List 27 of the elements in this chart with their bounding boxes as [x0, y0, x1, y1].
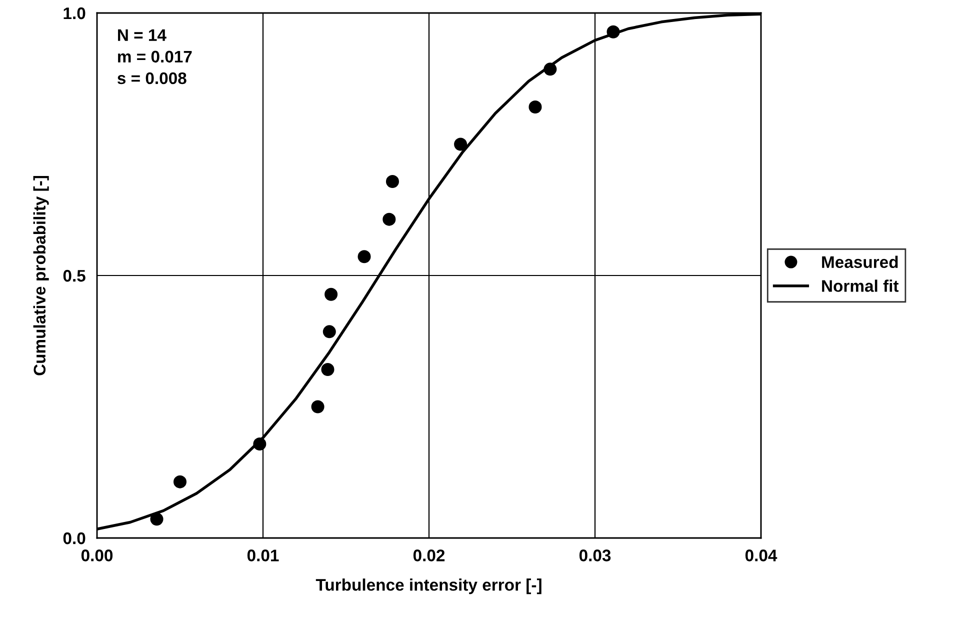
point — [322, 325, 336, 338]
point — [382, 212, 396, 226]
x-tick-label: 0.02 — [413, 550, 445, 562]
point — [173, 475, 187, 488]
point — [321, 362, 334, 376]
point — [150, 512, 164, 526]
point — [324, 288, 338, 301]
y-tick-label: 1.0 — [64, 7, 86, 20]
y-axis-title: Cumulative probability [-] — [33, 176, 49, 376]
point — [386, 175, 399, 188]
point — [253, 438, 266, 451]
x-tick-label: 0.01 — [247, 550, 279, 562]
x-tick-label: 0.04 — [745, 550, 778, 562]
point — [358, 250, 371, 264]
annotation: N = 14 m = 0.017 s = 0.008 — [118, 29, 192, 84]
point — [606, 25, 620, 38]
y-tick-label: 0.0 — [63, 532, 86, 544]
x-tick-label: 0.00 — [81, 550, 113, 562]
point — [544, 62, 557, 76]
legend-label: Measured — [822, 256, 898, 268]
x-tick-label: 0.03 — [579, 550, 611, 562]
point — [311, 400, 324, 414]
y-tick-label: 0.5 — [63, 270, 86, 282]
legend-label: Normal fit — [822, 280, 899, 292]
x-axis-title: Turbulence intensity error [-] — [316, 578, 542, 594]
point — [528, 100, 542, 114]
point — [454, 138, 468, 151]
